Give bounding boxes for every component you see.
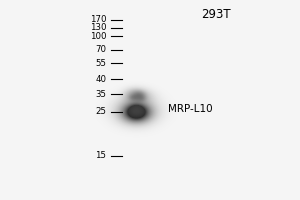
- Text: 70: 70: [95, 45, 106, 54]
- Text: 55: 55: [95, 58, 106, 68]
- Text: 100: 100: [90, 32, 106, 41]
- Text: 25: 25: [95, 108, 106, 116]
- Text: MRP-L10: MRP-L10: [168, 104, 213, 114]
- Text: 170: 170: [90, 16, 106, 24]
- Text: 15: 15: [95, 152, 106, 160]
- Text: 130: 130: [90, 23, 106, 32]
- Text: 293T: 293T: [201, 8, 231, 21]
- Text: 35: 35: [95, 90, 106, 99]
- Text: 40: 40: [95, 75, 106, 84]
